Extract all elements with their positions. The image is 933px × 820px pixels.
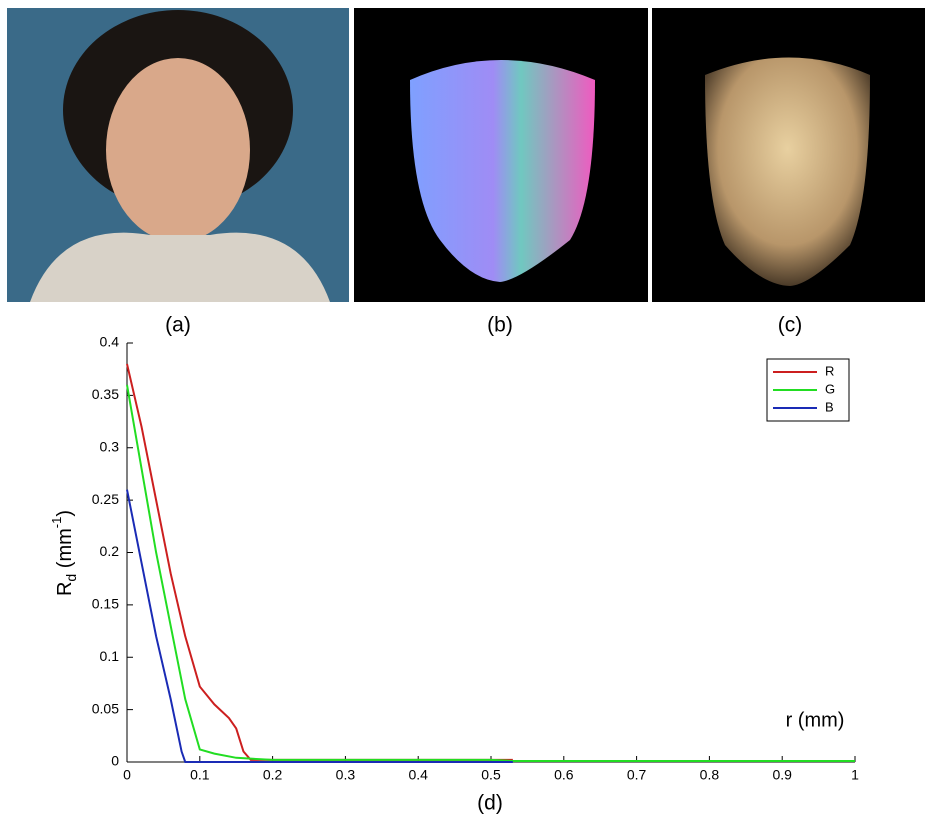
panel-label: (d) [477, 792, 503, 815]
y-tick-label: 0.05 [92, 700, 119, 716]
x-tick-label: 0.7 [627, 767, 647, 783]
y-axis-label: Rd (mm-1) [49, 510, 78, 596]
x-tick-label: 0.3 [336, 767, 356, 783]
render-panel [652, 8, 925, 302]
y-label-part: -1 [49, 517, 64, 529]
x-tick-label: 0.1 [190, 767, 210, 783]
photo-panel [7, 8, 349, 302]
x-tick-label: 0.2 [263, 767, 283, 783]
y-tick-label: 0.4 [100, 334, 120, 350]
x-tick-label: 1 [851, 767, 859, 783]
figure: (a) (b) (c) (d) r (mm) Rd (mm-1) 0 0.1 0.2… [0, 0, 933, 820]
panel-label: (b) [487, 314, 513, 337]
panel-label: (c) [778, 314, 803, 337]
series-line [127, 385, 855, 761]
y-label-part: ) [54, 510, 76, 517]
y-tick-label: 0.35 [92, 386, 119, 402]
legend-label: R [825, 363, 834, 378]
series-line [127, 490, 513, 762]
y-label-part: (mm [54, 528, 76, 574]
x-axis-label: r (mm) [786, 709, 845, 731]
y-tick-label: 0 [111, 753, 119, 769]
legend-label: G [825, 381, 835, 396]
x-tick-label: 0 [123, 767, 131, 783]
x-tick-label: 0.6 [554, 767, 574, 783]
x-tick-label: 0.8 [700, 767, 720, 783]
y-tick-label: 0.3 [100, 438, 120, 454]
x-tick-label: 0.9 [772, 767, 792, 783]
y-tick-label: 0.2 [100, 543, 120, 559]
y-tick-label: 0.25 [92, 491, 119, 507]
panel-label: (a) [165, 314, 191, 337]
x-tick-label: 0.4 [408, 767, 428, 783]
legend-label: B [825, 399, 834, 414]
x-tick-label: 0.5 [481, 767, 501, 783]
y-label-part: R [54, 582, 76, 596]
y-tick-label: 0.1 [100, 648, 120, 664]
y-tick-label: 0.15 [92, 596, 119, 612]
y-label-part: d [63, 574, 79, 582]
normal-map-panel [354, 8, 648, 302]
